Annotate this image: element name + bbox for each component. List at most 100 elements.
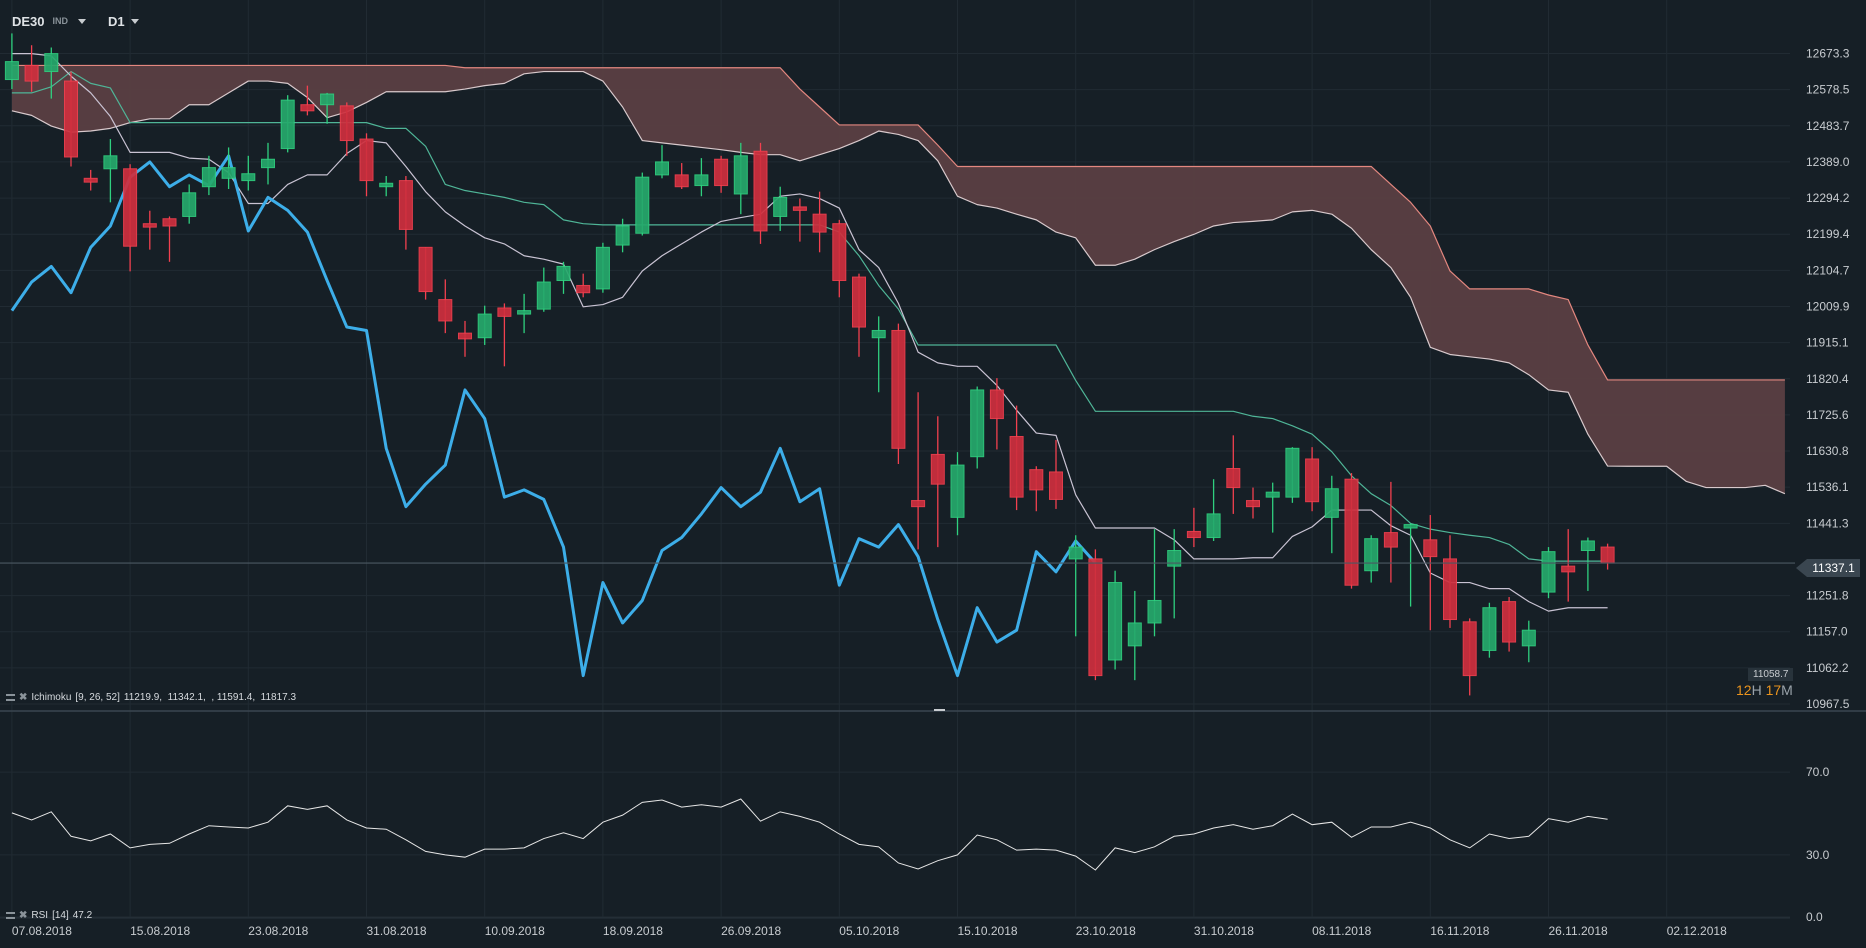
candle[interactable] xyxy=(221,147,236,189)
candle[interactable] xyxy=(1403,523,1418,607)
candle[interactable] xyxy=(930,416,945,548)
candle[interactable] xyxy=(733,142,748,215)
candle[interactable] xyxy=(1226,435,1241,514)
close-icon[interactable]: ✖ xyxy=(19,910,28,921)
candle[interactable] xyxy=(64,71,78,167)
candle-body xyxy=(339,105,354,142)
candle[interactable] xyxy=(1029,466,1044,512)
candle[interactable] xyxy=(1265,482,1280,533)
candle[interactable] xyxy=(1383,481,1398,583)
candle[interactable] xyxy=(103,139,118,203)
candle[interactable] xyxy=(970,386,985,469)
candle[interactable] xyxy=(556,261,571,294)
candle[interactable] xyxy=(1167,529,1182,619)
candle[interactable] xyxy=(536,267,551,312)
candle[interactable] xyxy=(792,198,807,242)
candle[interactable] xyxy=(1580,537,1595,591)
candle[interactable] xyxy=(1147,529,1162,637)
indicator-settings-icon[interactable] xyxy=(6,912,15,919)
candle[interactable] xyxy=(300,85,315,116)
panel-resize-handle[interactable] xyxy=(934,709,945,711)
candle[interactable] xyxy=(950,452,965,536)
candle[interactable] xyxy=(1443,535,1457,628)
indicator-settings-icon[interactable] xyxy=(6,694,15,701)
candle[interactable] xyxy=(911,392,926,550)
candle[interactable] xyxy=(280,95,295,153)
date-axis-label: 07.08.2018 xyxy=(12,924,72,938)
candle[interactable] xyxy=(1324,475,1339,554)
candle[interactable] xyxy=(1561,529,1576,602)
candle[interactable] xyxy=(1423,515,1438,631)
candle[interactable] xyxy=(1186,507,1201,548)
price-panel[interactable] xyxy=(4,33,1786,696)
candle[interactable] xyxy=(655,145,669,179)
candle[interactable] xyxy=(1108,570,1123,670)
candle[interactable] xyxy=(694,158,709,197)
candle-body xyxy=(320,93,335,106)
candle[interactable] xyxy=(576,273,591,298)
candle[interactable] xyxy=(1088,549,1103,681)
candle[interactable] xyxy=(4,33,19,90)
candle[interactable] xyxy=(1521,620,1536,663)
candle[interactable] xyxy=(812,191,827,253)
candle[interactable] xyxy=(1600,543,1615,570)
countdown-h: H xyxy=(1751,682,1762,698)
price-axis-label: 11915.1 xyxy=(1806,336,1849,350)
candle[interactable] xyxy=(635,172,650,236)
candle[interactable] xyxy=(1364,535,1379,583)
timeframe-selector[interactable]: D1 xyxy=(108,14,153,29)
candle[interactable] xyxy=(201,155,216,196)
candle[interactable] xyxy=(517,293,532,334)
symbol-selector[interactable]: DE30 IND xyxy=(12,14,100,29)
candle[interactable] xyxy=(182,184,197,224)
candle[interactable] xyxy=(142,210,157,250)
price-axis-label: 11157.0 xyxy=(1806,625,1848,639)
candle[interactable] xyxy=(418,246,433,300)
candle[interactable] xyxy=(674,163,689,189)
candle[interactable] xyxy=(1009,405,1024,511)
candle[interactable] xyxy=(1502,597,1517,652)
candle[interactable] xyxy=(497,303,512,367)
candle[interactable] xyxy=(83,169,98,191)
candle[interactable] xyxy=(1127,590,1142,681)
candle[interactable] xyxy=(1482,602,1497,658)
candle[interactable] xyxy=(1246,487,1260,519)
candle[interactable] xyxy=(339,102,354,156)
candle[interactable] xyxy=(1068,535,1083,637)
candle[interactable] xyxy=(261,142,275,185)
candle[interactable] xyxy=(1344,473,1359,589)
candle[interactable] xyxy=(714,155,729,193)
candle[interactable] xyxy=(123,164,138,272)
candle[interactable] xyxy=(320,92,335,124)
candle[interactable] xyxy=(773,186,788,231)
candle[interactable] xyxy=(477,305,492,345)
candle-body xyxy=(1403,524,1418,529)
candle-body xyxy=(4,61,19,81)
candle[interactable] xyxy=(1462,618,1477,696)
candle[interactable] xyxy=(852,273,866,357)
candle[interactable] xyxy=(1285,447,1300,503)
candle[interactable] xyxy=(458,320,472,357)
candle[interactable] xyxy=(595,242,610,293)
candle[interactable] xyxy=(162,216,177,262)
candle[interactable] xyxy=(832,219,847,298)
candle[interactable] xyxy=(379,176,394,197)
candle[interactable] xyxy=(24,45,39,92)
close-icon[interactable]: ✖ xyxy=(19,692,28,703)
candle[interactable] xyxy=(44,47,59,99)
candle[interactable] xyxy=(891,323,906,464)
candle[interactable] xyxy=(1305,447,1320,512)
candle[interactable] xyxy=(989,378,1004,450)
candle[interactable] xyxy=(1049,439,1063,509)
candle[interactable] xyxy=(615,218,630,253)
candle[interactable] xyxy=(438,279,453,334)
candle[interactable] xyxy=(753,142,768,244)
rsi-panel[interactable] xyxy=(11,798,1608,871)
candle[interactable] xyxy=(398,176,413,250)
candle[interactable] xyxy=(871,316,886,393)
candle[interactable] xyxy=(1206,479,1221,541)
candle[interactable] xyxy=(1541,547,1556,599)
candle[interactable] xyxy=(359,133,374,197)
candle[interactable] xyxy=(241,155,256,191)
